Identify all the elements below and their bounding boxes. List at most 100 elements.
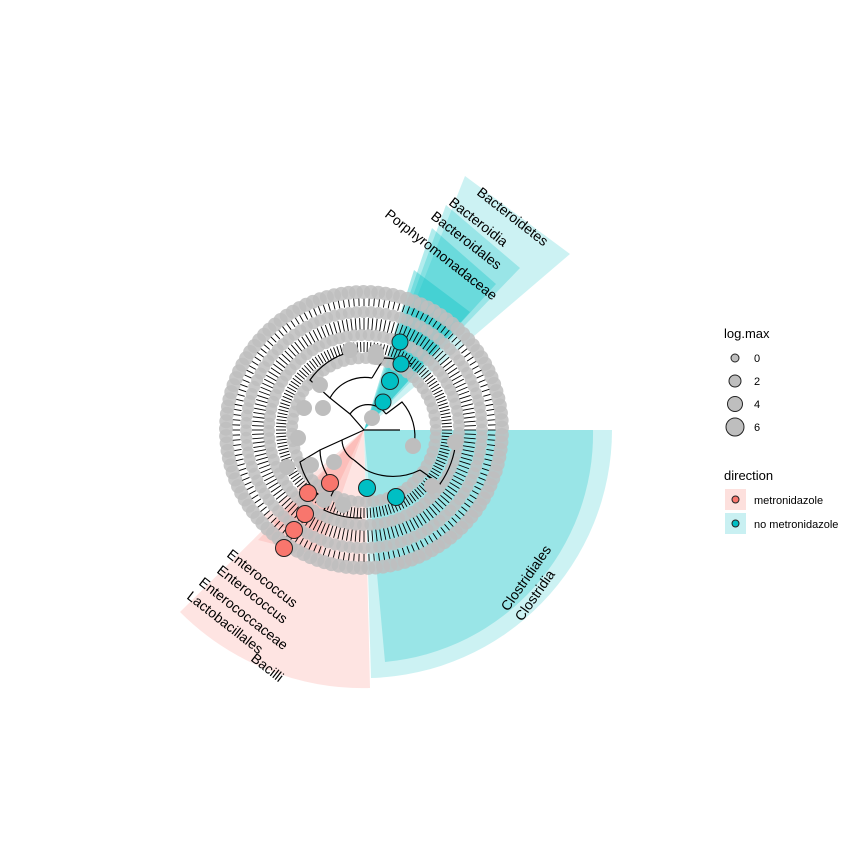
branch-tick <box>414 362 422 371</box>
branch-tick <box>353 298 355 307</box>
branch-tick <box>393 348 399 359</box>
branch-tick <box>241 477 250 481</box>
branch-tick <box>290 319 296 328</box>
branch-tick <box>409 492 417 502</box>
branch-tick <box>320 522 327 534</box>
legend-size-swatch <box>727 396 743 412</box>
branch-tick <box>288 383 298 390</box>
branch-tick <box>457 343 465 350</box>
branch-tick <box>301 367 310 376</box>
tip-node <box>475 423 488 436</box>
branch-tick <box>268 371 279 379</box>
branch-tick <box>408 518 416 530</box>
branch-tick <box>240 472 248 477</box>
branch-tick <box>264 474 276 482</box>
branch-tick <box>461 403 474 408</box>
node-bacteroidetes[interactable] <box>391 333 409 351</box>
branch-tick <box>277 415 288 419</box>
legend-size-label: 6 <box>754 422 760 434</box>
branch-tick <box>415 542 420 551</box>
branch-tick <box>290 344 300 355</box>
branch-tick <box>243 374 252 379</box>
branch-tick <box>435 459 446 465</box>
legend-size-swatch <box>725 417 745 437</box>
branch-tick <box>240 383 248 388</box>
branch-tick <box>442 491 453 500</box>
legend-direction-item: metronidazole <box>725 489 823 510</box>
internal-node <box>315 400 331 416</box>
branch-tick <box>461 347 468 354</box>
tip-node <box>452 419 465 432</box>
branch-tick <box>320 353 327 363</box>
branch-tick <box>270 367 282 375</box>
node-bacteroidia[interactable] <box>392 355 410 373</box>
branch-tick <box>337 300 341 309</box>
internal-node <box>424 478 440 494</box>
branch-tick <box>444 329 451 337</box>
branch-tick <box>297 339 306 350</box>
branch-tick <box>290 380 300 388</box>
branch-tick <box>382 552 386 561</box>
branch-tick <box>437 497 447 507</box>
branch-tick <box>478 379 487 383</box>
branch-tick <box>232 414 241 416</box>
branch-tick <box>414 489 422 498</box>
branch-tick <box>268 481 279 489</box>
branch-tick <box>447 332 454 340</box>
branch-tick <box>287 347 297 357</box>
node-enterococcaceae[interactable] <box>296 505 314 523</box>
branch-tick <box>292 475 302 483</box>
branch-tick <box>375 529 378 542</box>
branch-tick <box>281 399 291 404</box>
branch-tick <box>383 320 387 333</box>
branch-tick <box>284 500 294 510</box>
branch-tick <box>378 506 382 517</box>
branch-tick <box>457 464 470 470</box>
branch-tick <box>384 345 389 356</box>
branch-tick <box>397 549 401 558</box>
node-bacilli[interactable] <box>321 474 339 492</box>
branch-tick <box>275 360 286 369</box>
branch-tick <box>238 388 247 393</box>
branch-tick <box>276 438 287 441</box>
branch-tick <box>378 298 380 307</box>
branch-tick <box>449 371 460 379</box>
branch-tick <box>279 450 290 455</box>
branch-tick <box>266 340 274 347</box>
branch-tick <box>238 467 247 472</box>
branch-tick <box>241 379 250 383</box>
branch-tick <box>248 365 257 370</box>
branch-tick <box>342 299 346 308</box>
node-clostridia[interactable] <box>358 479 376 497</box>
branch-tick <box>294 375 304 383</box>
node-clostridiales[interactable] <box>387 488 405 506</box>
branch-tick <box>449 481 460 489</box>
branch-tick <box>436 530 442 538</box>
branch-tick <box>254 403 267 408</box>
branch-tick <box>419 312 425 320</box>
branch-tick <box>485 453 494 457</box>
branch-tick <box>284 350 294 360</box>
branch-tick <box>379 319 382 332</box>
branch-tick <box>260 386 272 393</box>
node-enterococcus-species[interactable] <box>275 539 293 557</box>
branch-tick <box>294 341 303 352</box>
node-porphyromonadaceae[interactable] <box>374 393 392 411</box>
branch-tick <box>274 332 281 340</box>
branch-tick <box>356 507 359 518</box>
node-lactobacillales[interactable] <box>299 484 317 502</box>
node-bacteroidales[interactable] <box>381 372 399 390</box>
branch-tick <box>430 470 440 477</box>
internal-node <box>290 430 306 446</box>
internal-node <box>312 377 328 393</box>
branch-tick <box>433 389 443 395</box>
branch-tick <box>440 412 451 416</box>
branch-tick <box>277 523 284 531</box>
branch-tick <box>435 395 446 401</box>
branch-tick <box>233 408 242 412</box>
branch-tick <box>471 490 480 495</box>
node-enterococcus-genus[interactable] <box>285 521 303 539</box>
branch-tick <box>418 367 427 376</box>
branch-tick <box>438 405 449 410</box>
branch-tick <box>252 416 265 419</box>
